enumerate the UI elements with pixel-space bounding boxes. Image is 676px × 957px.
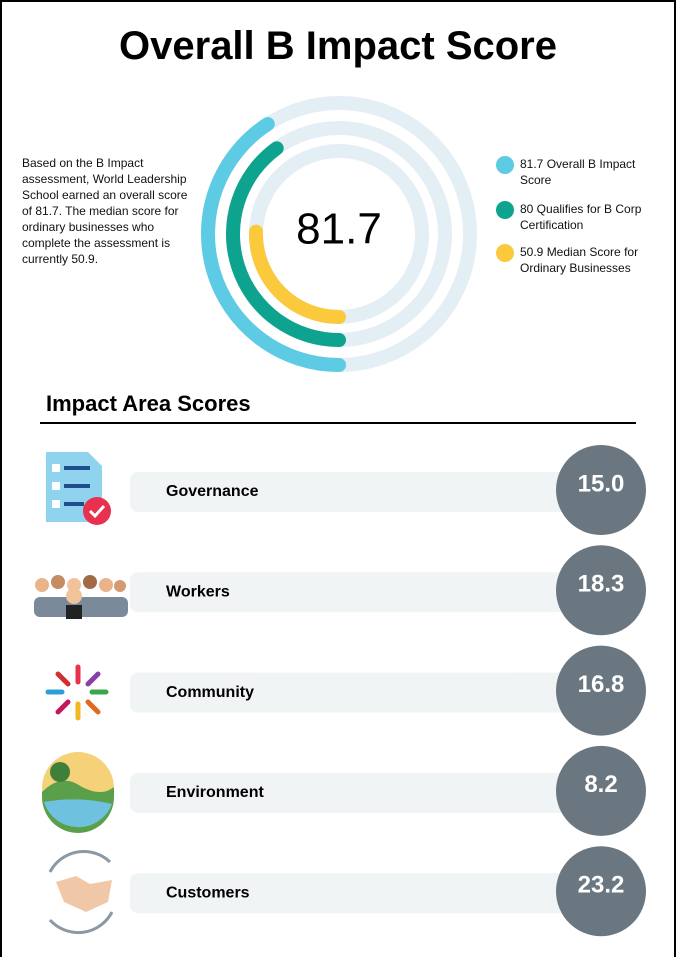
area-score: 8.2 (584, 771, 617, 798)
legend-line: Certification (520, 218, 583, 232)
community-icon (48, 667, 106, 718)
area-name: Customers (166, 884, 250, 901)
infographic: Impact Area Scores 81.7 81.7 Overall B I… (2, 2, 674, 957)
environment-icon (42, 752, 114, 833)
legend-line: Score (520, 173, 552, 187)
legend-dot (496, 156, 514, 174)
area-name: Workers (166, 584, 230, 601)
area-name: Community (166, 684, 254, 701)
legend-label: 80 Qualifies for B Corp Certification (520, 202, 642, 232)
area-score: 23.2 (578, 872, 625, 899)
area-name: Governance (166, 483, 259, 500)
legend-line: Ordinary Businesses (520, 261, 631, 275)
area-score: 15.0 (578, 470, 625, 497)
legend-dot (496, 244, 514, 262)
legend-label: 50.9 Median Score for Ordinary Businesses (520, 245, 638, 275)
area-score: 18.3 (578, 571, 625, 598)
legend-line: 50.9 Median Score for (520, 245, 638, 259)
governance-icon (46, 452, 111, 525)
legend-label: 81.7 Overall B Impact Score (520, 157, 636, 187)
page: Impact Area Scores 81.7 81.7 Overall B I… (0, 0, 676, 957)
customers-icon (50, 851, 112, 932)
workers-icon (34, 575, 128, 619)
area-score: 16.8 (578, 671, 625, 698)
description: Based on the B Impact assessment, World … (22, 155, 192, 267)
section-title: Impact Area Scores (46, 391, 251, 416)
legend-dot (496, 201, 514, 219)
area-name: Environment (166, 784, 264, 801)
legend-line: 80 Qualifies for B Corp (520, 202, 642, 216)
legend-line: 81.7 Overall B Impact (520, 157, 636, 171)
title: Overall B Impact Score (2, 24, 674, 69)
center-score: 81.7 (296, 205, 382, 254)
